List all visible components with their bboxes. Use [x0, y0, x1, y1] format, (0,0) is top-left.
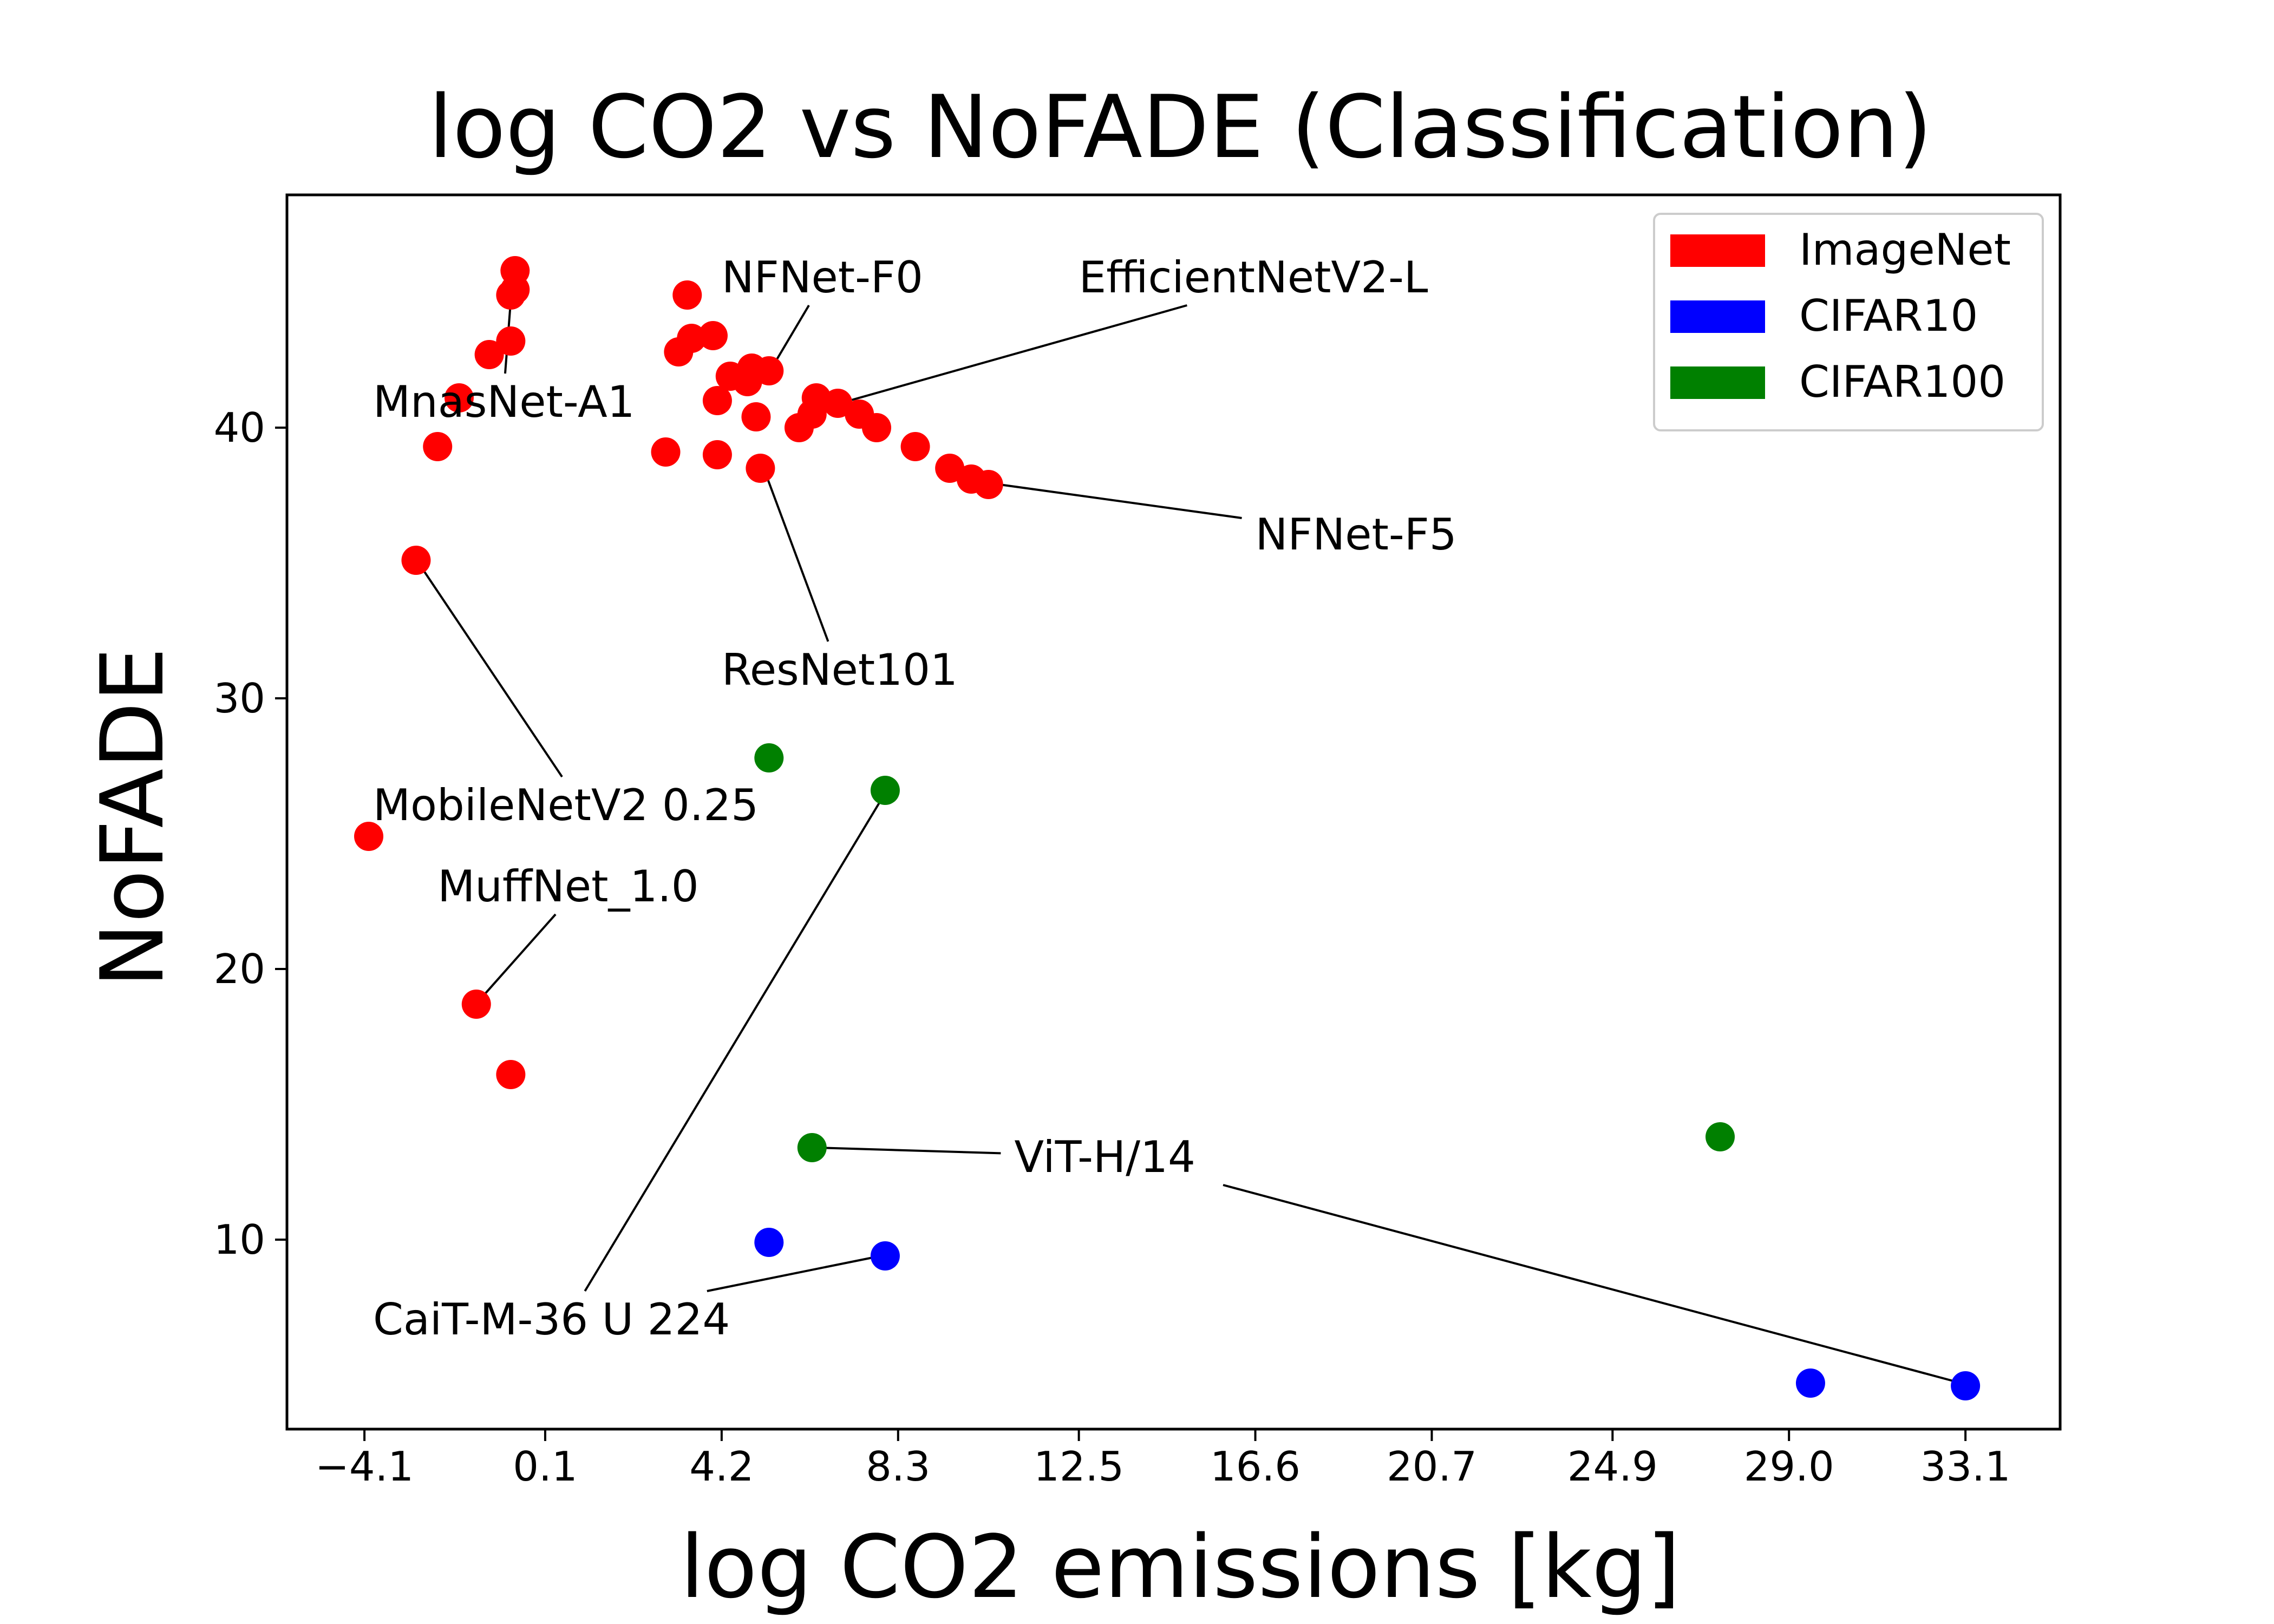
data-point-imagenet	[672, 280, 702, 310]
annotation-arrow	[816, 1148, 1001, 1155]
annotation-arrow	[481, 913, 557, 999]
data-point-imagenet	[702, 440, 732, 469]
data-point-cifar10	[1795, 1368, 1825, 1398]
data-point-imagenet	[973, 470, 1003, 499]
annotation-arrow	[707, 1256, 881, 1292]
annotation-label: MnasNet-A1	[373, 377, 635, 427]
annotation-arrow	[980, 482, 1242, 519]
x-tick-label: 29.0	[1744, 1443, 1834, 1490]
y-tick-label: 10	[214, 1216, 265, 1263]
data-point-imagenet	[423, 432, 453, 461]
annotation-arrow	[764, 471, 829, 642]
x-tick-label: 16.6	[1210, 1443, 1301, 1490]
annotation-arrow	[420, 566, 563, 778]
y-tick-label: 30	[214, 675, 265, 722]
x-tick-label: 4.2	[689, 1443, 754, 1490]
annotation-label: CaiT-M-36 U 224	[373, 1294, 730, 1345]
axes-ticks: −4.1 0.1 4.2 8.3 12.5 16.6 20.7 24.9 29.0 33.1 10 2…	[214, 404, 2011, 1490]
annotation-label: ViT-H/14	[1014, 1132, 1195, 1182]
data-point-imagenet	[900, 432, 930, 461]
data-point-imagenet	[496, 1060, 526, 1089]
data-point-imagenet	[474, 340, 504, 369]
annotation-arrows	[420, 300, 1961, 1383]
annotation-label: NFNet-F5	[1256, 509, 1457, 560]
data-point-imagenet	[862, 413, 892, 442]
y-axis-label: NoFADE	[82, 647, 183, 988]
data-point-imagenet	[754, 356, 784, 385]
legend: ImageNet CIFAR10 CIFAR100	[1653, 213, 2044, 431]
data-point-imagenet	[823, 389, 853, 418]
data-point-imagenet	[698, 321, 728, 350]
legend-swatch-cifar10	[1670, 300, 1765, 333]
legend-label: CIFAR100	[1799, 357, 2005, 407]
data-point-imagenet	[677, 324, 707, 353]
x-axis-label: log CO2 emissions [kg]	[680, 1516, 1681, 1618]
data-point-cifar10	[1951, 1371, 1981, 1400]
annotation-arrow	[821, 304, 1187, 409]
annotation-label: MobileNetV2 0.25	[373, 780, 759, 830]
data-point-cifar100	[797, 1133, 827, 1162]
x-tick-label: 33.1	[1920, 1443, 2011, 1490]
data-point-cifar10	[754, 1228, 784, 1257]
data-point-imagenet	[651, 437, 681, 467]
x-tick-label: −4.1	[315, 1443, 414, 1490]
legend-label: ImageNet	[1799, 225, 2011, 275]
annotation-label: MuffNet_1.0	[437, 861, 699, 912]
x-tick-label: 24.9	[1567, 1443, 1658, 1490]
annotation-label: EfficientNetV2-L	[1079, 252, 1428, 303]
y-tick-label: 40	[214, 404, 265, 451]
data-point-cifar100	[1706, 1122, 1735, 1151]
legend-swatch-cifar100	[1670, 366, 1765, 399]
annotation-labels: MnasNet-A1 NFNet-F0 EfficientNetV2-L NFNet-…	[373, 252, 1457, 1345]
data-point-imagenet	[741, 402, 771, 431]
data-point-imagenet	[401, 546, 431, 575]
annotation-arrow	[1223, 1184, 1961, 1383]
x-tick-label: 8.3	[866, 1443, 930, 1490]
annotation-label: ResNet101	[722, 645, 958, 695]
data-point-cifar100	[754, 743, 784, 772]
data-point-imagenet	[746, 454, 775, 483]
y-tick-label: 20	[214, 945, 265, 993]
data-points	[354, 256, 1981, 1400]
x-tick-label: 12.5	[1034, 1443, 1124, 1490]
data-point-imagenet	[500, 256, 530, 285]
data-point-imagenet	[496, 326, 526, 356]
data-point-imagenet	[702, 386, 732, 415]
legend-label: CIFAR10	[1799, 291, 1978, 341]
plot-area-frame	[285, 193, 2062, 1431]
chart-title: log CO2 vs NoFADE (Classification)	[428, 76, 1932, 178]
legend-swatch-imagenet	[1670, 234, 1765, 267]
annotation-arrow	[772, 304, 810, 365]
annotation-arrow	[584, 793, 886, 1292]
annotation-label: NFNet-F0	[722, 252, 923, 303]
data-point-imagenet	[461, 990, 491, 1019]
data-point-imagenet	[935, 454, 965, 483]
data-point-cifar10	[870, 1241, 900, 1271]
x-tick-label: 20.7	[1387, 1443, 1477, 1490]
data-point-imagenet	[444, 383, 474, 412]
data-point-imagenet	[354, 822, 384, 851]
x-tick-label: 0.1	[513, 1443, 577, 1490]
data-point-cifar100	[870, 776, 900, 805]
